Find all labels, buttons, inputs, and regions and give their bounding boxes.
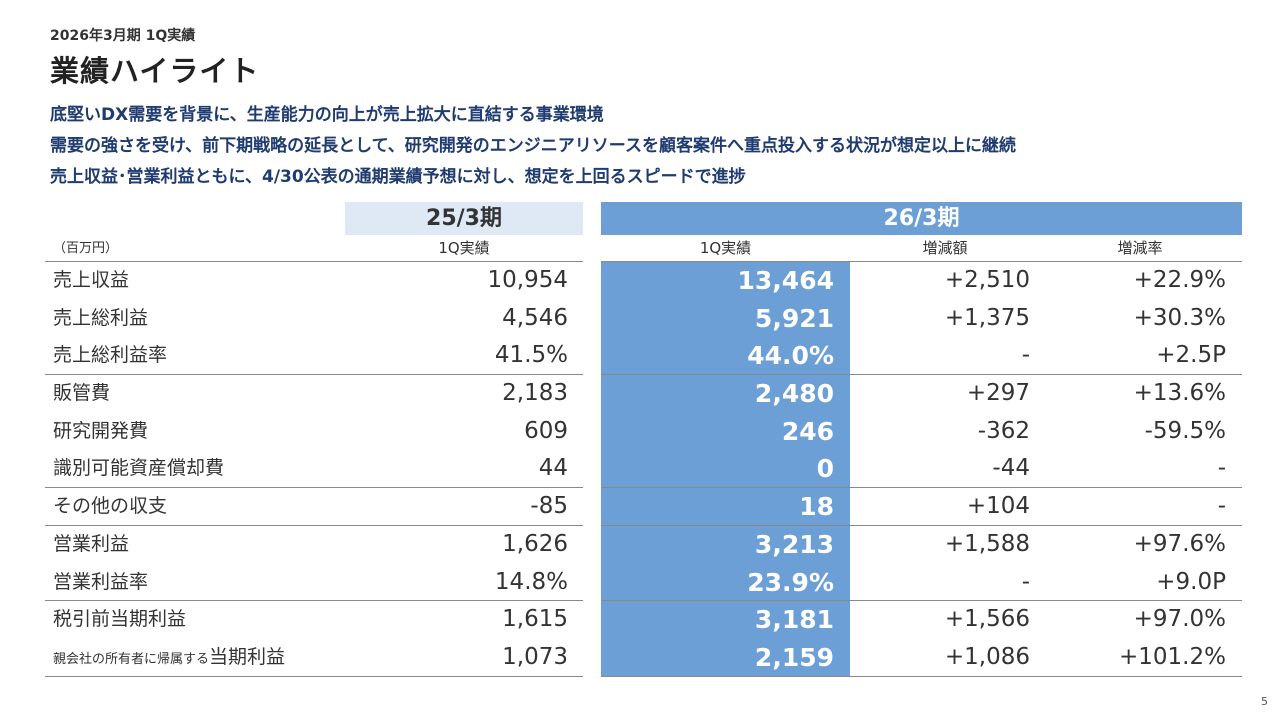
- diff-value: +1,375: [944, 304, 1030, 331]
- diff-value: +104: [966, 493, 1030, 520]
- rate-value: +22.9%: [1133, 267, 1226, 293]
- table-row: 税引前当期利益 1,615 3,181 +1,566 +97.0%: [0, 601, 1280, 639]
- curr-value: 3,181: [754, 605, 834, 635]
- table-row: 売上総利益率 41.5% 44.0% - +2.5P: [0, 337, 1280, 376]
- diff-value: -: [1021, 342, 1030, 369]
- column-gap: [583, 674, 601, 677]
- curr-value: 2,480: [754, 379, 834, 409]
- col-header-curr-1q: 1Q実績: [699, 239, 752, 257]
- table-row: 識別可能資産償却費 44 0 -44 -: [0, 450, 1280, 489]
- page-title: 業績ハイライト: [50, 54, 260, 88]
- prev-value: 4,546: [502, 304, 568, 331]
- row-label: その他の収支: [53, 495, 168, 518]
- table-row: 販管費 2,183 2,480 +297 +13.6%: [0, 375, 1280, 413]
- results-table: 売上収益 10,954 13,464 +2,510 +22.9% 売上総利益 4…: [0, 262, 1280, 677]
- table-row: 親会社の所有者に帰属する当期利益 1,073 2,159 +1,086 +101…: [0, 639, 1280, 677]
- highlights: 底堅いDX需要を背景に、生産能力の向上が売上拡大に直結する事業環境 需要の強さを…: [50, 100, 1250, 193]
- column-gap: [583, 523, 601, 526]
- rate-value: -59.5%: [1144, 417, 1226, 444]
- prev-value: 2,183: [502, 380, 568, 407]
- curr-value: 44.0%: [747, 341, 834, 371]
- table-row: 売上総利益 4,546 5,921 +1,375 +30.3%: [0, 300, 1280, 338]
- row-label: 売上総利益率: [53, 344, 168, 367]
- row-label: 研究開発費: [53, 419, 149, 442]
- curr-value: 13,464: [737, 266, 834, 295]
- diff-value: +1,588: [944, 530, 1030, 557]
- prev-value: 1,615: [502, 606, 568, 633]
- curr-value: 3,213: [754, 529, 834, 559]
- curr-value: 18: [799, 492, 834, 522]
- prev-value: 1,073: [502, 643, 568, 670]
- curr-period-header: 26/3期: [601, 202, 1242, 235]
- curr-value: 0: [816, 454, 834, 484]
- header-divider: [45, 261, 583, 262]
- table-row: 営業利益率 14.8% 23.9% - +9.0P: [0, 564, 1280, 602]
- prev-value: 1,626: [502, 530, 568, 557]
- row-label: 営業利益率: [53, 570, 149, 593]
- unit-label: （百万円）: [53, 241, 119, 256]
- prev-value: -85: [530, 493, 568, 520]
- diff-value: -: [1021, 568, 1030, 595]
- row-label: 営業利益: [53, 532, 130, 555]
- curr-value: 246: [781, 416, 834, 446]
- col-header-rate: 増減率: [1117, 239, 1163, 257]
- table-row: 売上収益 10,954 13,464 +2,510 +22.9%: [0, 262, 1280, 300]
- diff-value: +2,510: [944, 267, 1030, 293]
- current-highlight-column: [601, 262, 850, 677]
- table-row: 研究開発費 609 246 -362 -59.5%: [0, 413, 1280, 451]
- rate-value: +97.6%: [1133, 530, 1226, 557]
- header-divider: [601, 261, 1242, 262]
- diff-value: -362: [977, 417, 1030, 444]
- row-label: 販管費: [53, 382, 111, 405]
- diff-value: +1,566: [944, 606, 1030, 633]
- rate-value: +13.6%: [1133, 380, 1226, 407]
- row-label-prefix: 親会社の所有者に帰属する: [53, 651, 210, 667]
- curr-value: 23.9%: [747, 567, 834, 597]
- rate-value: +101.2%: [1119, 643, 1226, 670]
- curr-value: 2,159: [754, 642, 834, 672]
- page-number: 5: [1261, 695, 1268, 708]
- diff-value: +1,086: [944, 643, 1030, 670]
- diff-value: +297: [966, 380, 1030, 407]
- highlight-line: 売上収益･営業利益ともに、4/30公表の通期業績予想に対し、想定を上回るスピード…: [50, 167, 746, 187]
- col-header-prev-1q: 1Q実績: [438, 239, 490, 257]
- prev-value: 10,954: [487, 267, 568, 293]
- rate-value: +2.5P: [1156, 342, 1226, 369]
- prev-value: 41.5%: [494, 342, 568, 369]
- prev-value: 44: [538, 455, 568, 482]
- row-label: 売上総利益: [53, 306, 149, 329]
- period-label: 2026年3月期 1Q実績: [50, 28, 196, 44]
- prev-value: 14.8%: [494, 568, 568, 595]
- prev-value: 609: [524, 417, 568, 444]
- curr-value: 5,921: [754, 303, 834, 333]
- row-label-main: 当期利益: [209, 645, 286, 668]
- table-row: 営業利益 1,626 3,213 +1,588 +97.6%: [0, 526, 1280, 564]
- rate-value: -: [1217, 493, 1226, 520]
- diff-value: -44: [992, 455, 1030, 482]
- row-label: 識別可能資産償却費: [53, 457, 225, 480]
- column-gap: [583, 486, 601, 489]
- column-gap: [583, 373, 601, 376]
- highlight-line: 需要の強さを受け、前下期戦略の延長として、研究開発のエンジニアリソースを顧客案件…: [50, 136, 1016, 156]
- row-label: 税引前当期利益: [53, 608, 187, 631]
- highlight-line: 底堅いDX需要を背景に、生産能力の向上が売上拡大に直結する事業環境: [50, 105, 604, 125]
- table-row: その他の収支 -85 18 +104 -: [0, 488, 1280, 526]
- rate-value: +9.0P: [1156, 568, 1226, 595]
- rate-value: +30.3%: [1133, 304, 1226, 331]
- rate-value: -: [1217, 455, 1226, 482]
- row-label: 親会社の所有者に帰属する当期利益: [53, 639, 285, 677]
- column-gap: [583, 599, 601, 602]
- row-label: 売上収益: [53, 269, 130, 291]
- prev-period-header: 25/3期: [345, 202, 583, 235]
- rate-value: +97.0%: [1133, 606, 1226, 633]
- col-header-diff: 増減額: [922, 239, 968, 257]
